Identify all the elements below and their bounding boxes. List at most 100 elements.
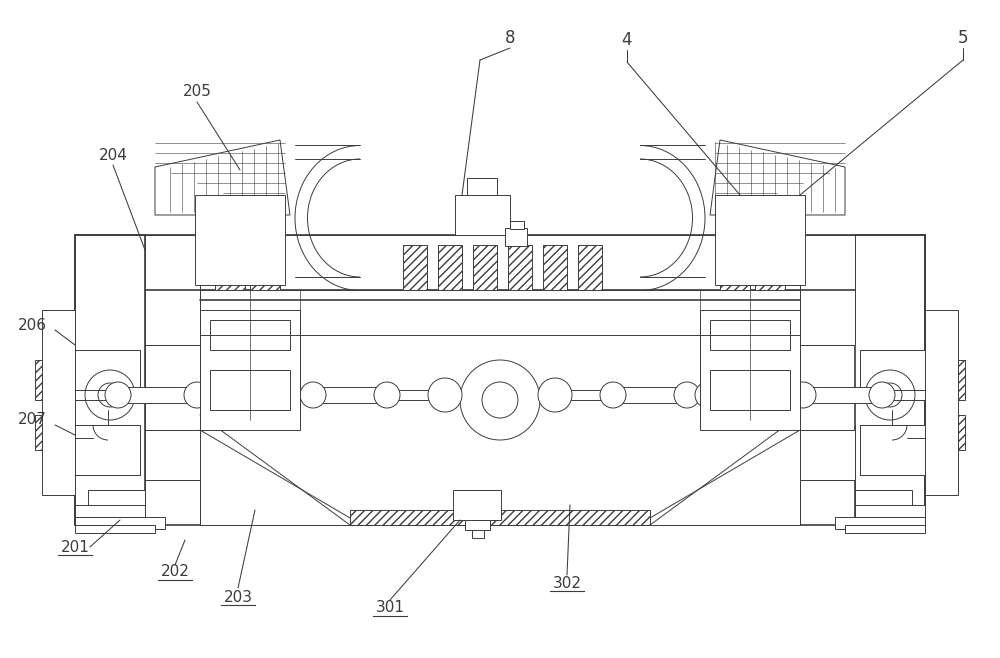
Bar	[510, 221, 524, 229]
Circle shape	[790, 382, 816, 408]
Circle shape	[674, 382, 700, 408]
Bar	[215, 387, 290, 403]
Bar	[310, 387, 390, 403]
Bar	[215, 245, 245, 290]
Bar	[250, 245, 280, 290]
Bar	[200, 235, 800, 290]
Bar	[578, 245, 602, 290]
Bar	[195, 195, 285, 285]
Bar	[200, 235, 800, 290]
Polygon shape	[350, 510, 650, 525]
Text: 302: 302	[552, 576, 582, 590]
Bar	[467, 178, 497, 195]
Bar	[42, 310, 75, 495]
Circle shape	[205, 382, 231, 408]
Circle shape	[538, 378, 572, 412]
Circle shape	[274, 382, 300, 408]
Bar	[200, 290, 800, 525]
Bar	[75, 350, 140, 400]
Bar	[543, 245, 567, 290]
Bar	[800, 235, 855, 345]
Bar	[472, 530, 484, 538]
Text: 4: 4	[622, 31, 632, 49]
Text: 207: 207	[18, 413, 46, 428]
Bar	[755, 245, 785, 290]
Bar	[958, 415, 965, 450]
Bar	[75, 505, 145, 517]
Bar	[75, 525, 155, 533]
Bar	[455, 195, 510, 235]
Bar	[835, 517, 925, 529]
Circle shape	[300, 382, 326, 408]
Bar	[145, 235, 200, 345]
Bar	[200, 310, 300, 430]
Bar	[75, 425, 140, 475]
Bar	[145, 235, 200, 345]
Bar	[465, 520, 490, 530]
Circle shape	[600, 382, 626, 408]
Bar	[88, 490, 145, 510]
Bar	[75, 350, 140, 400]
Bar	[210, 370, 290, 410]
Bar	[845, 525, 925, 533]
Bar	[75, 517, 165, 529]
Bar	[800, 235, 855, 345]
Text: 205: 205	[183, 84, 211, 99]
Bar	[860, 350, 925, 400]
Circle shape	[460, 360, 540, 440]
Bar	[700, 310, 800, 430]
Bar	[720, 245, 750, 290]
Circle shape	[769, 382, 795, 408]
Circle shape	[428, 378, 462, 412]
Text: 204: 204	[99, 147, 127, 163]
Bar	[145, 430, 200, 480]
Bar	[710, 320, 790, 350]
Bar	[35, 415, 42, 450]
Bar	[453, 490, 501, 520]
Circle shape	[98, 383, 122, 407]
Bar	[800, 387, 885, 403]
Bar	[855, 235, 925, 525]
Polygon shape	[710, 140, 845, 215]
Bar	[403, 245, 427, 290]
Text: 201: 201	[61, 540, 89, 555]
Bar	[75, 425, 140, 475]
Bar	[958, 360, 965, 400]
Circle shape	[374, 382, 400, 408]
Bar	[715, 195, 805, 285]
Bar	[705, 387, 780, 403]
Circle shape	[85, 370, 135, 420]
Circle shape	[878, 383, 902, 407]
Bar	[210, 320, 290, 350]
Bar	[473, 245, 497, 290]
Text: 8: 8	[505, 29, 515, 47]
Bar	[710, 370, 790, 410]
Bar	[115, 387, 200, 403]
Bar	[610, 387, 690, 403]
Text: 202: 202	[161, 565, 189, 580]
Bar	[800, 430, 855, 480]
Bar	[860, 425, 925, 475]
Bar	[505, 228, 527, 246]
Text: 206: 206	[18, 318, 46, 332]
Bar	[855, 490, 912, 510]
Bar	[75, 235, 145, 525]
Circle shape	[695, 382, 721, 408]
Polygon shape	[155, 140, 290, 215]
Circle shape	[482, 382, 518, 418]
Circle shape	[869, 382, 895, 408]
Bar	[75, 235, 145, 525]
Text: 5: 5	[958, 29, 968, 47]
Circle shape	[184, 382, 210, 408]
Bar	[438, 245, 462, 290]
Bar	[925, 310, 958, 495]
Bar	[145, 430, 200, 480]
Circle shape	[865, 370, 915, 420]
Text: 301: 301	[376, 601, 404, 615]
Text: 203: 203	[224, 590, 252, 605]
Bar	[508, 245, 532, 290]
Bar	[860, 350, 925, 400]
Bar	[35, 360, 42, 400]
Bar	[800, 430, 855, 480]
Bar	[855, 235, 925, 525]
